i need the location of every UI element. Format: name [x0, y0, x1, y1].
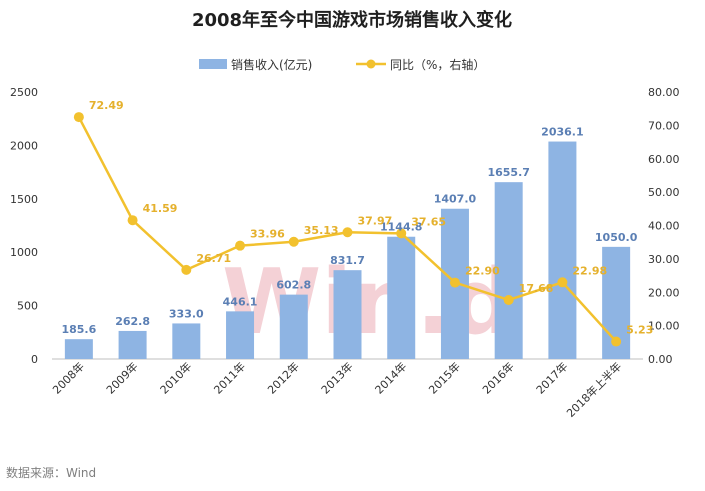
growth-point: [396, 228, 407, 239]
growth-point: [342, 227, 353, 238]
y-tick-label: 2500: [10, 86, 38, 99]
x-tick-label: 2018年上半年: [563, 359, 624, 420]
x-tick-label: 2008年: [50, 359, 87, 396]
x-tick-label: 2010年: [157, 359, 194, 396]
growth-point: [449, 277, 460, 288]
labels-layer: 185.6 262.8 333.0 446.1 602.8 831.7 1144.8 1407…: [61, 99, 653, 336]
x-tick-label: 2012年: [264, 359, 301, 396]
growth-value-label: 33.96: [250, 228, 285, 241]
growth-point: [503, 294, 514, 305]
bar-value-label: 602.8: [276, 279, 311, 292]
bar-value-label: 1407.0: [434, 193, 477, 206]
growth-value-label: 5.23: [626, 324, 653, 337]
bar: [548, 141, 577, 359]
growth-point: [557, 277, 568, 288]
y-tick-label: 1500: [10, 193, 38, 206]
growth-value-label: 22.90: [465, 265, 500, 278]
y2-tick-label: 40.00: [648, 220, 680, 233]
y2-tick-label: 50.00: [648, 186, 680, 199]
bar-value-label: 262.8: [115, 315, 150, 328]
growth-point: [73, 112, 84, 123]
bar: [279, 294, 308, 359]
growth-value-label: 37.97: [358, 214, 393, 227]
growth-point: [181, 264, 192, 275]
bar: [387, 236, 416, 359]
bar-value-label: 831.7: [330, 254, 365, 267]
legend: 销售收入(亿元) 同比（%，右轴）: [199, 57, 485, 72]
growth-point: [127, 215, 138, 226]
growth-point: [611, 336, 622, 347]
bar: [333, 270, 362, 359]
y-tick-label: 1000: [10, 246, 38, 259]
growth-point: [235, 240, 246, 251]
y2-tick-label: 80.00: [648, 86, 680, 99]
growth-value-label: 35.13: [304, 224, 339, 237]
bars-layer: [64, 141, 631, 359]
legend-line-marker: [366, 59, 376, 69]
bar: [226, 311, 255, 359]
y2-tick-label: 10.00: [648, 320, 680, 333]
y-tick-label: 500: [17, 300, 38, 313]
growth-point: [288, 236, 299, 247]
y2-tick-label: 30.00: [648, 253, 680, 266]
x-tick-label: 2015年: [426, 359, 463, 396]
y-tick-label: 2000: [10, 139, 38, 152]
x-tick-label: 2017年: [533, 359, 570, 396]
bar: [172, 323, 201, 359]
legend-line-label: 同比（%，右轴）: [390, 57, 485, 72]
x-tick-label: 2011年: [211, 359, 248, 396]
x-tick-label: 2009年: [103, 359, 140, 396]
growth-value-label: 17.68: [519, 282, 554, 295]
chart-title: 2008年至今中国游戏市场销售收入变化: [192, 9, 512, 31]
y2-tick-label: 70.00: [648, 119, 680, 132]
growth-value-label: 72.49: [89, 99, 124, 112]
growth-value-label: 37.65: [411, 215, 446, 228]
x-tick-label: 2016年: [479, 359, 516, 396]
bar: [494, 182, 523, 359]
y2-tick-label: 0.00: [648, 353, 673, 366]
growth-value-label: 22.98: [572, 264, 607, 277]
growth-value-label: 41.59: [143, 202, 178, 215]
bar-value-label: 2036.1: [541, 126, 583, 139]
bar-value-label: 185.6: [61, 323, 96, 336]
x-tick-label: 2014年: [372, 359, 409, 396]
legend-bar-swatch: [199, 59, 227, 69]
line-layer: [73, 112, 622, 347]
y2-tick-label: 20.00: [648, 286, 680, 299]
bar-value-label: 1655.7: [487, 166, 529, 179]
bar: [118, 330, 147, 359]
y-tick-label: 0: [31, 353, 38, 366]
source-note: 数据来源：Wind: [6, 465, 96, 480]
legend-bar-label: 销售收入(亿元): [231, 57, 312, 72]
bar: [64, 339, 93, 359]
x-tick-label: 2013年: [318, 359, 355, 396]
bar-value-label: 333.0: [169, 307, 204, 320]
y2-tick-label: 60.00: [648, 153, 680, 166]
growth-value-label: 26.71: [196, 252, 231, 265]
bar-value-label: 1050.0: [595, 231, 638, 244]
bar-value-label: 446.1: [223, 295, 258, 308]
bar-value-label: 1144.8: [380, 221, 422, 234]
